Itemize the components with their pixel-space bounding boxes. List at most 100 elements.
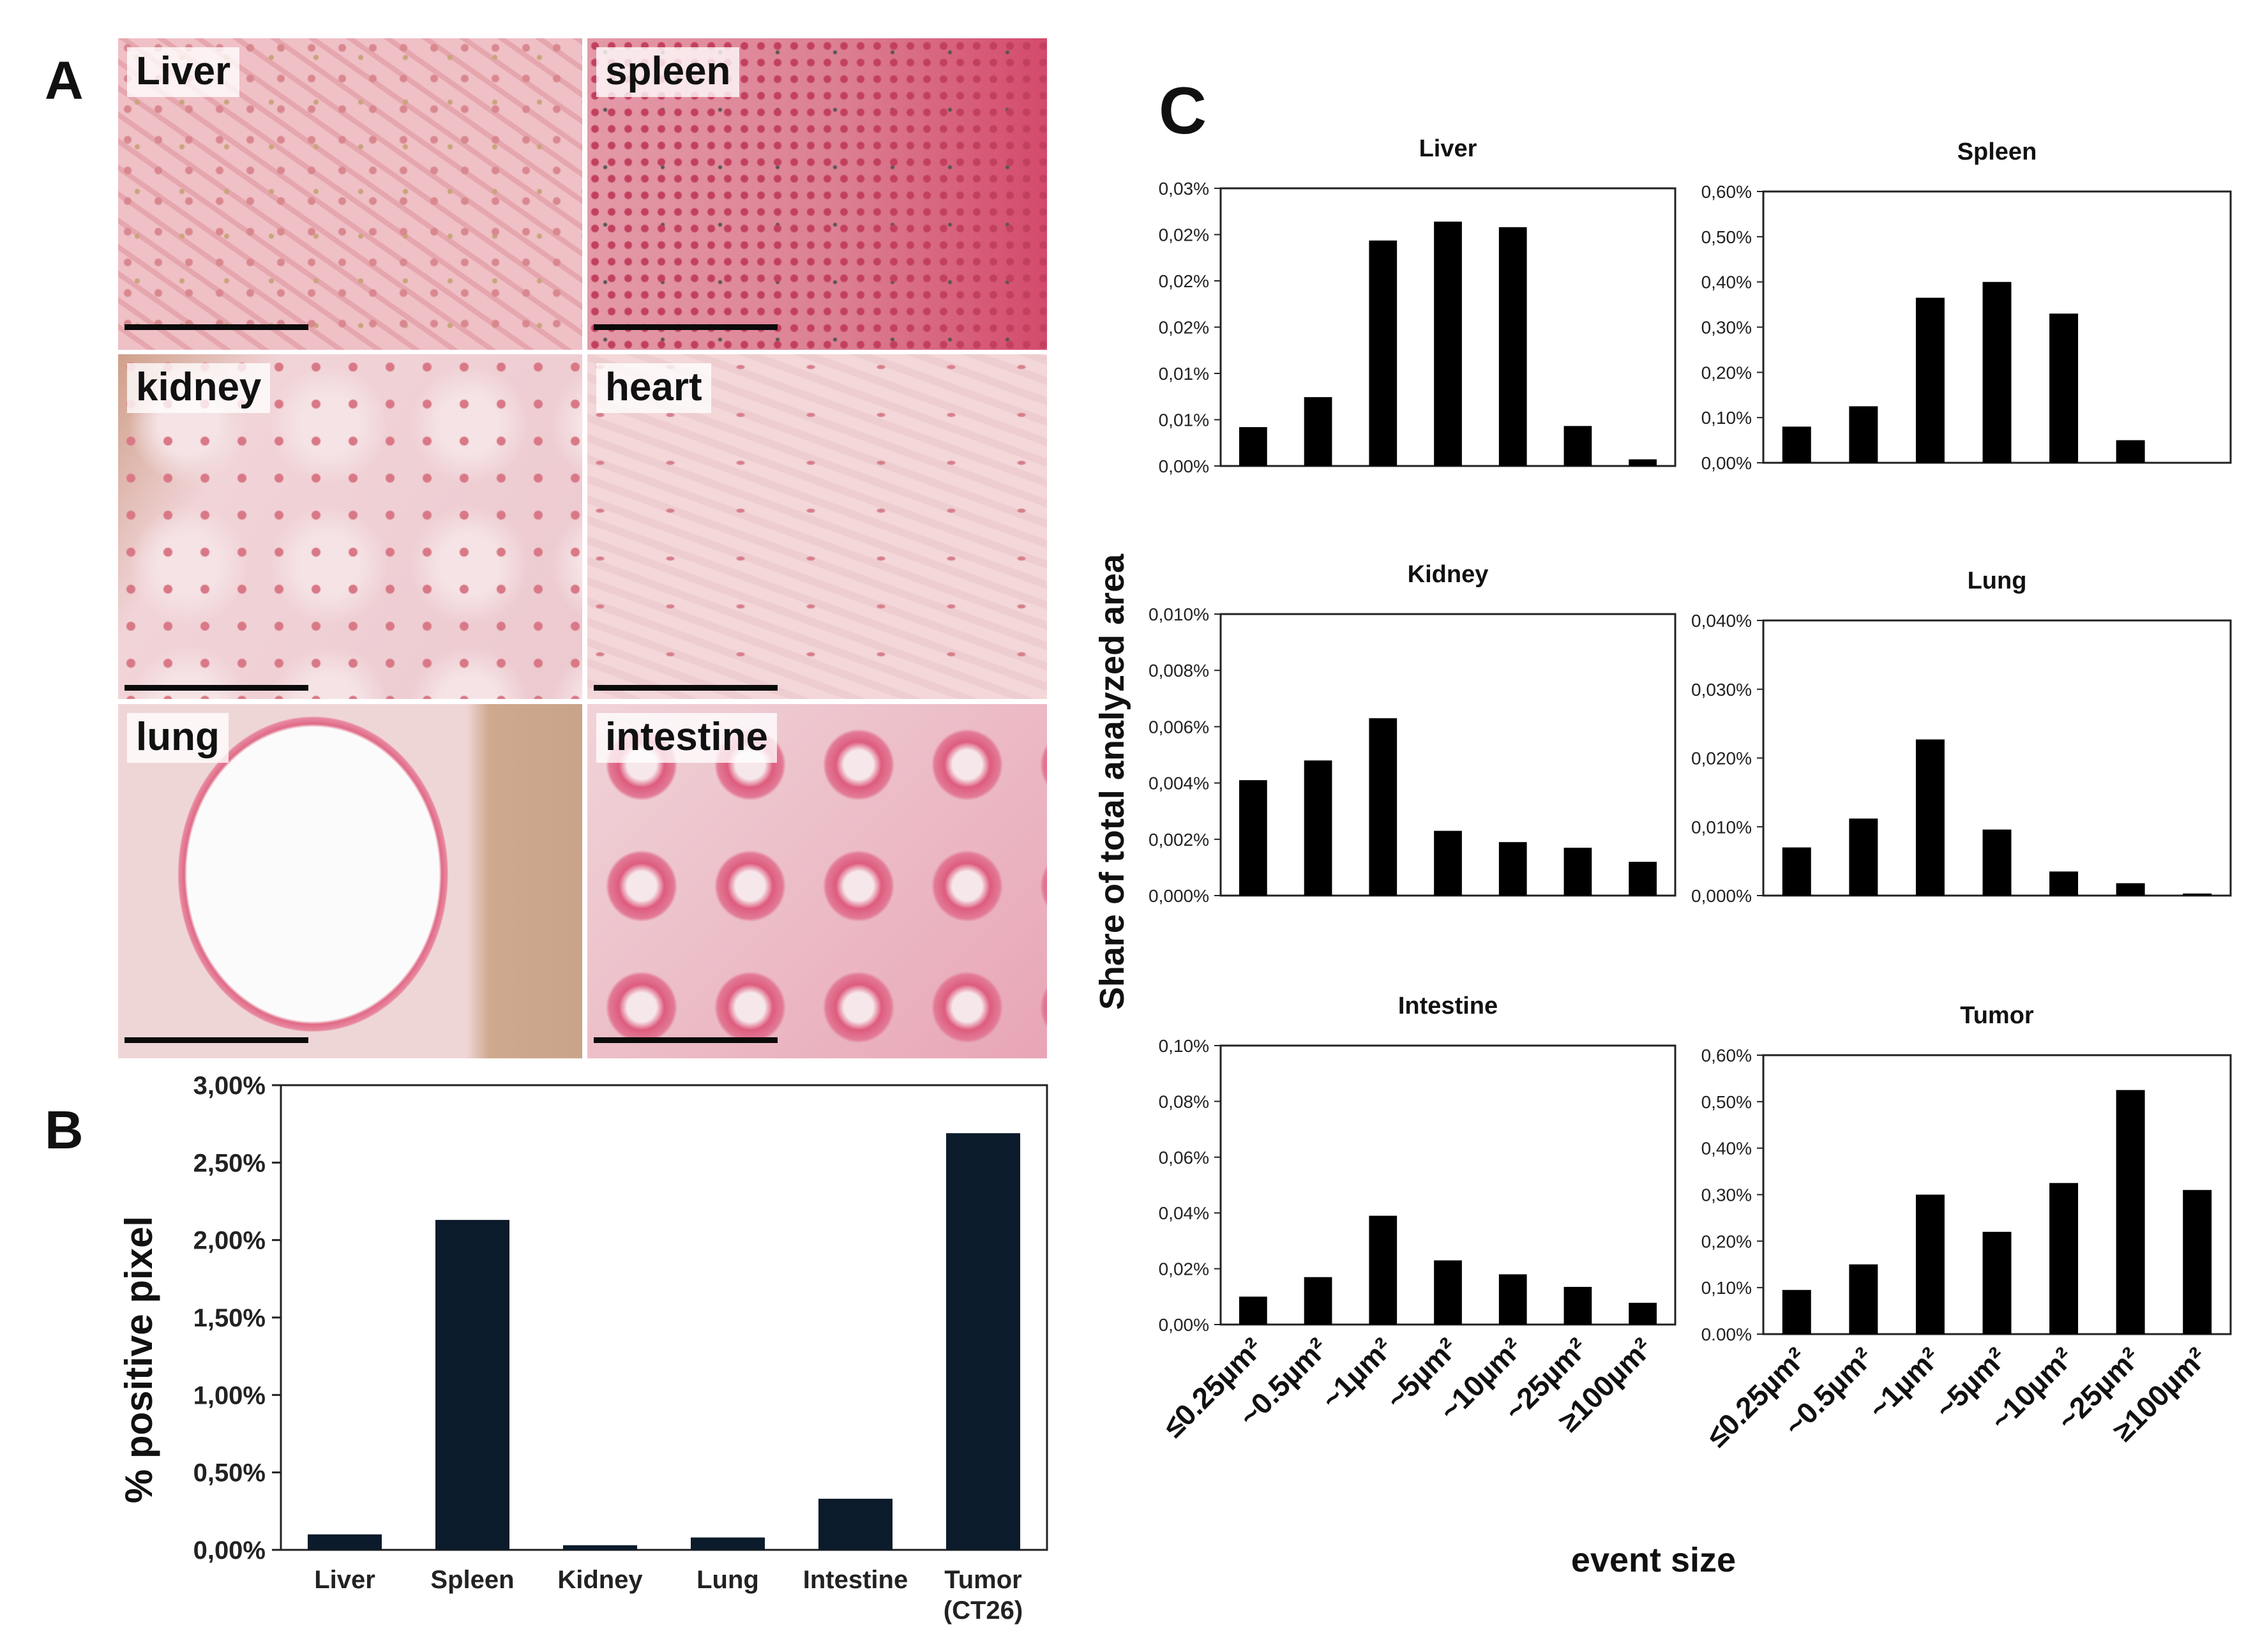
x-tick-label: Lung xyxy=(697,1566,759,1594)
x-tick-label: Tumor (CT26) xyxy=(944,1566,1023,1625)
bar xyxy=(691,1537,765,1550)
y-tick-label: 0,04% xyxy=(1159,1203,1209,1223)
y-tick-label: 0.00% xyxy=(1701,1325,1752,1344)
y-tick-label: 0,10% xyxy=(1701,408,1752,428)
scale-bar xyxy=(594,685,778,691)
y-tick-label: 0,02% xyxy=(1159,225,1209,245)
x-tick-label: ~10µm² xyxy=(1984,1340,2079,1436)
plot-frame xyxy=(280,1084,1048,1551)
bar xyxy=(1369,1215,1397,1325)
bar xyxy=(1849,818,1878,896)
bar xyxy=(1982,282,2012,463)
chart-c-xlabel: event size xyxy=(1571,1541,1736,1579)
bar xyxy=(1629,862,1657,896)
y-tick-label: 3,00% xyxy=(193,1072,266,1100)
x-tick-label: ~1µm² xyxy=(1862,1340,1946,1425)
subplot-spleen: Spleen 0,00% 0,10% 0,20% 0,30% 0,40% 0,50% 0,60… xyxy=(1701,139,2232,473)
chart-c-ylabel: Share of total analyzed area xyxy=(1093,553,1131,1010)
subplot-title: Liver xyxy=(1419,135,1477,162)
tile-label-intestine: intestine xyxy=(596,713,777,763)
x-tick-label: ≥100µm² xyxy=(2106,1340,2213,1447)
y-tick-label: 0,03% xyxy=(1159,179,1209,199)
tile-label-kidney: kidney xyxy=(127,363,271,414)
bar xyxy=(435,1220,509,1550)
bar xyxy=(2049,313,2079,463)
tile-label-liver: Liver xyxy=(127,47,240,98)
y-tick-label: 0,20% xyxy=(1701,1231,1752,1251)
bar xyxy=(2116,440,2145,463)
subplot-liver: Liver 0,00% 0,01% 0,01% 0,02% 0,02% 0,02% 0,03% xyxy=(1159,135,1676,476)
y-tick-label: 0,40% xyxy=(1701,273,1752,292)
histology-tile-heart: heart xyxy=(587,354,1047,699)
bar xyxy=(1434,1260,1462,1325)
chart-b-bars xyxy=(308,1133,1020,1550)
bar xyxy=(563,1545,637,1550)
y-tick-label: 0,00% xyxy=(1159,456,1209,476)
bar xyxy=(818,1498,893,1550)
y-tick-label: 0,06% xyxy=(1159,1148,1209,1168)
x-tick-label: ~1µm² xyxy=(1315,1331,1399,1415)
bar xyxy=(1369,240,1397,466)
bar xyxy=(2116,883,2145,896)
bar xyxy=(1782,426,1811,463)
bar xyxy=(2049,871,2079,896)
y-tick-label: 2,00% xyxy=(193,1227,266,1255)
y-tick-label: 0,10% xyxy=(1159,1036,1209,1056)
scale-bar xyxy=(594,1037,778,1043)
y-tick-label: 0,00% xyxy=(1701,453,1752,473)
y-tick-label: 0,10% xyxy=(1701,1278,1752,1298)
bar xyxy=(1915,1194,1945,1334)
x-tick-label: ~10µm² xyxy=(1433,1331,1528,1427)
x-tick-label: Liver xyxy=(314,1566,375,1594)
bar xyxy=(1849,406,1878,463)
x-tick-label: ~0.5µm² xyxy=(1777,1340,1879,1442)
bar xyxy=(1982,1231,2012,1334)
subplot-tumor: Tumor 0.00% 0,10% 0,20% 0,30% 0,40% 0,50% 0,60%… xyxy=(1700,1002,2232,1453)
bar xyxy=(1563,848,1592,896)
bar xyxy=(1239,427,1267,466)
panel-label-b: B xyxy=(45,1100,84,1160)
y-tick-label: 0,50% xyxy=(1701,1092,1752,1112)
x-tick-label: ~0.5µm² xyxy=(1232,1331,1334,1432)
subplot-lung: Lung 0,000% 0,010% 0,020% 0,030% 0,040% xyxy=(1691,567,2232,906)
plot-frame xyxy=(1762,190,2232,464)
y-tick-label: 1,00% xyxy=(193,1381,266,1409)
y-tick-label: 2,50% xyxy=(193,1149,266,1177)
bar xyxy=(946,1133,1020,1550)
bar xyxy=(1304,1277,1332,1325)
chart-b-ylabel: % positive pixel xyxy=(117,1216,160,1503)
y-tick-label: 0,20% xyxy=(1701,363,1752,382)
plot-frame xyxy=(1219,187,1676,467)
bar xyxy=(1782,1289,1811,1334)
bar xyxy=(308,1534,382,1550)
tile-label-spleen: spleen xyxy=(596,47,740,98)
x-tick-label: ~5µm² xyxy=(1929,1340,2013,1425)
y-tick-label: 0,02% xyxy=(1159,271,1209,291)
panel-label-a: A xyxy=(45,50,84,110)
plot-frame xyxy=(1762,619,2232,897)
x-tick-label: ≤0.25µm² xyxy=(1700,1340,1812,1453)
y-tick-label: 0,30% xyxy=(1701,318,1752,338)
subplot-title: Kidney xyxy=(1408,561,1489,588)
bar xyxy=(1239,780,1267,896)
y-tick-label: 0,01% xyxy=(1159,364,1209,384)
subplot-intestine: Intestine 0,00% 0,02% 0,04% 0,06% 0,08% 0,10% ≤… xyxy=(1157,993,1676,1444)
tile-label-heart: heart xyxy=(596,363,711,414)
bar xyxy=(2116,1090,2145,1334)
y-tick-label: 0,030% xyxy=(1691,680,1752,700)
bar xyxy=(1563,426,1592,466)
chart-c-plots: Liver 0,00% 0,01% 0,01% 0,02% 0,02% 0,02% 0,03%… xyxy=(1149,135,2232,1453)
y-tick-label: 0,50% xyxy=(193,1459,266,1487)
bar xyxy=(1629,1302,1657,1325)
bar xyxy=(1915,739,1945,896)
y-tick-label: 1,50% xyxy=(193,1304,266,1332)
y-tick-label: 0,004% xyxy=(1149,774,1209,793)
bar xyxy=(1498,842,1527,896)
y-tick-label: 0,30% xyxy=(1701,1185,1752,1205)
y-tick-label: 0,00% xyxy=(193,1536,266,1565)
bar xyxy=(1434,830,1462,896)
bar xyxy=(1782,847,1811,896)
plot-frame xyxy=(1762,1054,2232,1335)
x-tick-label: Intestine xyxy=(803,1566,908,1594)
y-tick-label: 0,000% xyxy=(1691,886,1752,906)
